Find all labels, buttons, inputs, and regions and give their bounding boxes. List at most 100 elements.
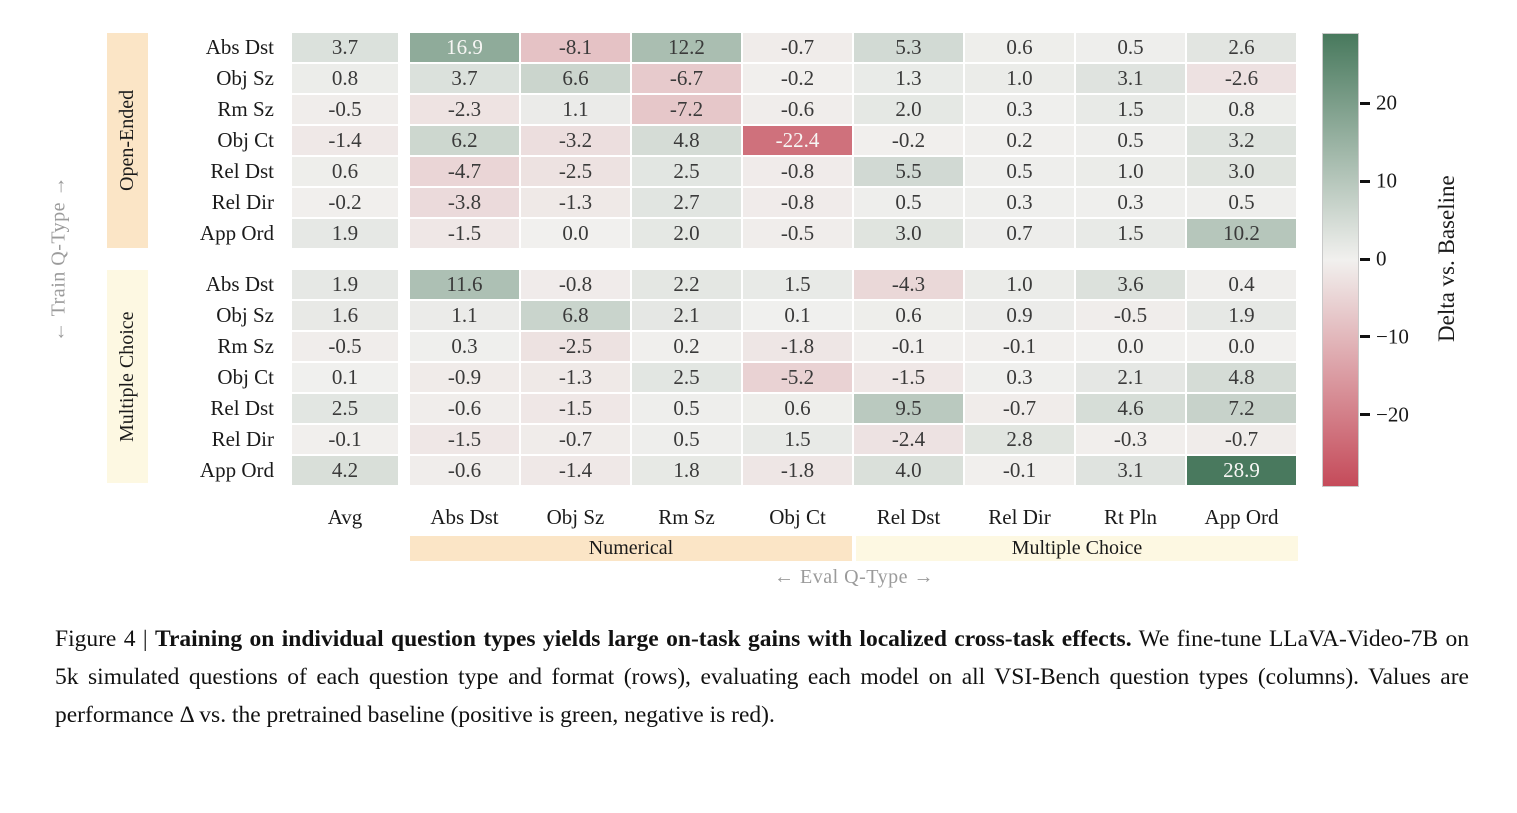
column-spacer: [400, 394, 408, 423]
row-group-gap: [148, 250, 1296, 270]
heatmap-cell: -0.1: [292, 425, 398, 454]
colorbar-tick: [1360, 335, 1370, 339]
heatmap-cell: -0.1: [965, 456, 1074, 485]
column-header: Avg: [327, 504, 363, 529]
heatmap-cell: -0.1: [965, 332, 1074, 361]
heatmap-cell: 28.9: [1187, 456, 1296, 485]
heatmap-cell: 1.1: [521, 95, 630, 124]
heatmap-row: App Ord 1.9 -1.5 0.0 2.0 -0.5 3.0 0.7 1.5 10.2: [148, 219, 1296, 248]
heatmap-cell: 0.8: [1187, 95, 1296, 124]
colorbar-tick: [1360, 101, 1370, 105]
column-spacer: [400, 188, 408, 217]
column-spacer: [400, 64, 408, 93]
column-group-band-multiple-choice: Multiple Choice: [856, 536, 1298, 561]
heatmap-cell: 2.2: [632, 270, 741, 299]
heatmap-cell: -0.7: [521, 425, 630, 454]
row-label: Rel Dst: [210, 159, 274, 183]
heatmap-cell: -0.6: [410, 394, 519, 423]
heatmap-cell: 3.1: [1076, 456, 1185, 485]
heatmap-cell: 1.5: [743, 270, 852, 299]
heatmap-row: Obj Sz 1.6 1.1 6.8 2.1 0.1 0.6 0.9 -0.5 1.9: [148, 301, 1296, 330]
row-group-label: Open-Ended: [116, 89, 138, 192]
heatmap-cell: 1.0: [965, 64, 1074, 93]
heatmap-cell: 2.7: [632, 188, 741, 217]
heatmap-cell: 0.0: [1187, 332, 1296, 361]
heatmap-cell: 0.3: [410, 332, 519, 361]
heatmap-cell: -1.8: [743, 332, 852, 361]
row-label: Rel Dir: [211, 427, 274, 451]
heatmap-cell: -0.7: [965, 394, 1074, 423]
heatmap-cell: -0.2: [854, 126, 963, 155]
heatmap-cell: 0.4: [1187, 270, 1296, 299]
row-label: Rel Dst: [210, 396, 274, 420]
heatmap-cell: 12.2: [632, 33, 741, 62]
column-spacer: [400, 301, 408, 330]
heatmap-cell: 3.0: [854, 219, 963, 248]
colorbar-tick-label: 10: [1376, 168, 1397, 193]
heatmap-cell: 1.0: [965, 270, 1074, 299]
row-label: Rel Dir: [211, 190, 274, 214]
heatmap-cell: -0.5: [292, 332, 398, 361]
column-spacer: [400, 95, 408, 124]
heatmap-cell: -0.5: [743, 219, 852, 248]
caption-body: We fine-tune LLaVA-Video-7B on 5k simula…: [55, 626, 1470, 728]
heatmap-cell: 0.2: [632, 332, 741, 361]
heatmap-cell: -0.3: [1076, 425, 1185, 454]
heatmap-row: Abs Dst 1.9 11.6 -0.8 2.2 1.5 -4.3 1.0 3.6 0.4: [148, 270, 1296, 299]
heatmap-cell: -4.7: [410, 157, 519, 186]
heatmap-cell: 0.5: [854, 188, 963, 217]
heatmap-cell: 2.8: [965, 425, 1074, 454]
heatmap-cell: 0.9: [965, 301, 1074, 330]
heatmap-cell: -2.5: [521, 332, 630, 361]
heatmap-cell: -1.3: [521, 363, 630, 392]
heatmap-cell: 1.9: [292, 219, 398, 248]
heatmap-cell: 0.1: [743, 301, 852, 330]
heatmap-cell: 1.5: [1076, 95, 1185, 124]
heatmap-cell: 4.0: [854, 456, 963, 485]
heatmap-cell: 0.3: [1076, 188, 1185, 217]
heatmap-cell: 3.1: [1076, 64, 1185, 93]
column-spacer: [400, 270, 408, 299]
heatmap-cell: 2.5: [632, 363, 741, 392]
caption-bold: Training on individual question types yi…: [155, 626, 1132, 652]
heatmap-row: Rel Dst 2.5 -0.6 -1.5 0.5 0.6 9.5 -0.7 4.6 7.2: [148, 394, 1296, 423]
heatmap-cell: 1.5: [1076, 219, 1185, 248]
heatmap-cell: 6.2: [410, 126, 519, 155]
heatmap-cell: 1.6: [292, 301, 398, 330]
heatmap-cell: 1.0: [1076, 157, 1185, 186]
heatmap-cell: -0.6: [743, 95, 852, 124]
row-label: Obj Ct: [217, 128, 274, 152]
row-label: Abs Dst: [205, 35, 274, 59]
heatmap-cell: 6.6: [521, 64, 630, 93]
heatmap-row: Obj Sz 0.8 3.7 6.6 -6.7 -0.2 1.3 1.0 3.1 -2.6: [148, 64, 1296, 93]
heatmap-cell: -0.9: [410, 363, 519, 392]
heatmap-cell: 2.0: [854, 95, 963, 124]
heatmap-row: Rel Dst 0.6 -4.7 -2.5 2.5 -0.8 5.5 0.5 1.0 3.0: [148, 157, 1296, 186]
column-spacer: [400, 332, 408, 361]
colorbar-tick-label: −20: [1376, 402, 1409, 427]
column-header: Rel Dst: [876, 504, 941, 529]
heatmap-cell: 2.5: [292, 394, 398, 423]
heatmap-cell: -1.5: [410, 425, 519, 454]
header-spacer: [148, 503, 290, 531]
heatmap-cell: 0.6: [292, 157, 398, 186]
figure-caption: Figure 4 | Training on individual questi…: [55, 620, 1469, 734]
heatmap-cell: -0.5: [292, 95, 398, 124]
row-label: Rm Sz: [217, 97, 274, 121]
heatmap-cell: -5.2: [743, 363, 852, 392]
heatmap-cell: -1.4: [521, 456, 630, 485]
heatmap-cell: 9.5: [854, 394, 963, 423]
heatmap-row: Rel Dir -0.2 -3.8 -1.3 2.7 -0.8 0.5 0.3 0.3 0.5: [148, 188, 1296, 217]
row-group-band-multiple-choice: Multiple Choice: [107, 270, 148, 483]
heatmap-row: Rel Dir -0.1 -1.5 -0.7 0.5 1.5 -2.4 2.8 -0.3 -0.7: [148, 425, 1296, 454]
heatmap-row: Obj Ct 0.1 -0.9 -1.3 2.5 -5.2 -1.5 0.3 2.1 4.8: [148, 363, 1296, 392]
heatmap-cell: -22.4: [743, 126, 852, 155]
eval-axis-label: ← Eval Q-Type →: [774, 566, 934, 588]
heatmap-cell: 1.5: [743, 425, 852, 454]
heatmap-cell: -0.8: [521, 270, 630, 299]
heatmap-cell: 0.5: [1076, 126, 1185, 155]
heatmap-cell: -0.5: [1076, 301, 1185, 330]
column-spacer: [400, 425, 408, 454]
heatmap-cell: 0.3: [965, 188, 1074, 217]
heatmap-cell: 3.7: [410, 64, 519, 93]
